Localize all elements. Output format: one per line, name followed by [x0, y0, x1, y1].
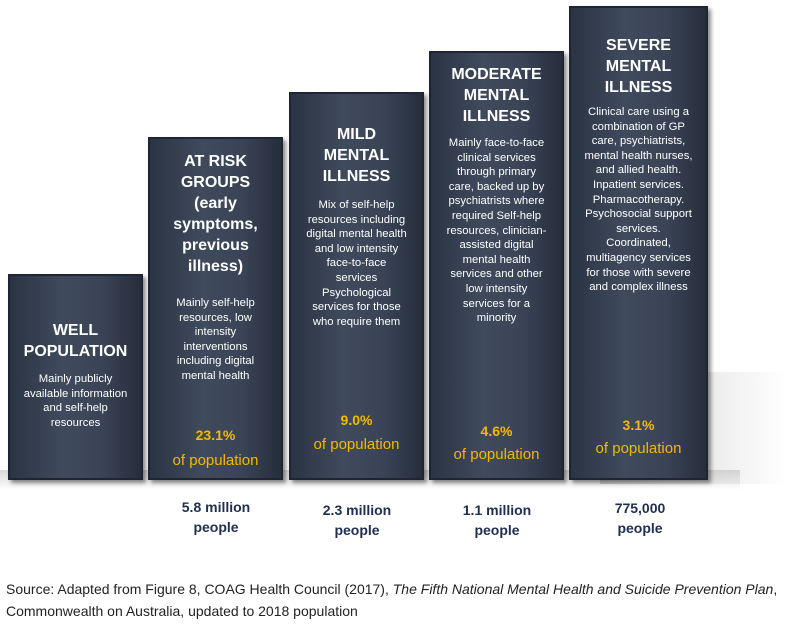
source-citation: Source: Adapted from Figure 8, COAG Heal… [6, 578, 786, 622]
population-label: of population [313, 436, 400, 453]
population-label: of population [172, 452, 259, 469]
column-title: SEVERE MENTAL ILLNESS [604, 37, 673, 96]
column-description: Mainly face-to-face clinical services th… [446, 137, 547, 325]
people-count: 2.3 million people [322, 502, 392, 538]
source-suffix: , Commonwealth on Australia, updated to … [6, 581, 778, 619]
column-well-population: WELL POPULATION Mainly publicly availabl… [8, 274, 143, 480]
column-description: Clinical care using a combination of GP … [584, 106, 693, 294]
percent-value: 23.1% [195, 427, 236, 443]
source-title: The Fifth National Mental Health and Sui… [392, 581, 774, 597]
population-label: of population [453, 446, 540, 463]
percent-value: 4.6% [480, 423, 513, 439]
source-prefix: Source: Adapted from Figure 8, COAG Heal… [6, 581, 393, 597]
column-description: Mix of self-help resources including dig… [306, 199, 407, 328]
population-label: of population [595, 440, 682, 457]
column-at-risk-groups: AT RISK GROUPS (early symptoms, previous… [148, 137, 283, 480]
column-mild-mental-illness: MILD MENTAL ILLNESS Mix of self-help res… [289, 92, 424, 480]
people-count: 5.8 million people [181, 499, 251, 535]
percent-value: 9.0% [340, 412, 373, 428]
column-title: AT RISK GROUPS (early symptoms, previous… [173, 153, 258, 275]
column-description: Mainly self-help resources, low intensit… [176, 297, 255, 382]
column-description: Mainly publicly available information an… [23, 373, 128, 429]
column-title: WELL POPULATION [23, 322, 128, 360]
column-severe-mental-illness: SEVERE MENTAL ILLNESS Clinical care usin… [569, 6, 708, 480]
column-title: MODERATE MENTAL ILLNESS [451, 66, 542, 125]
column-moderate-mental-illness: MODERATE MENTAL ILLNESS Mainly face-to-f… [429, 51, 564, 480]
percent-value: 3.1% [622, 417, 655, 433]
people-count: 1.1 million people [462, 502, 532, 538]
column-title: MILD MENTAL ILLNESS [322, 126, 391, 185]
people-count: 775,000 people [614, 500, 666, 536]
